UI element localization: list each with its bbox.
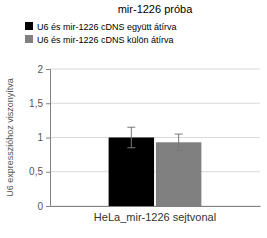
x-axis: HeLa_mir-1226 sejtvonal: [51, 206, 261, 223]
grid: [50, 69, 260, 206]
y-tick: 1,5: [29, 98, 50, 109]
y-tick-label: 1: [37, 132, 43, 143]
x-axis-line: [51, 206, 261, 207]
error-bar-cap: [175, 134, 183, 135]
grid-line: [50, 103, 260, 104]
x-tick-label: HeLa_mir-1226 sejtvonal: [94, 211, 216, 223]
legend-label: U6 és mir-1226 cDNS külön átírva: [37, 35, 174, 45]
grid-line: [50, 206, 260, 207]
bar: [109, 138, 154, 207]
error-bar-cap: [127, 147, 135, 148]
y-tick-mark: [46, 103, 50, 104]
plot: 0 0,5 1 1,5 2 HeLa_mir-1226 sejtvonal: [29, 64, 260, 223]
legend: U6 és mir-1226 cDNS együtt átírva U6 és m…: [25, 22, 177, 45]
error-bar: [175, 134, 183, 150]
y-tick-mark: [46, 172, 50, 173]
y-tick-mark: [46, 69, 50, 70]
legend-swatch: [25, 22, 33, 30]
y-axis-title: U6 expresszióhoz viszonyítva: [5, 78, 15, 197]
error-bar: [127, 127, 135, 148]
legend-label: U6 és mir-1226 cDNS együtt átírva: [37, 22, 177, 32]
y-tick-label: 2: [37, 64, 43, 75]
x-tick: HeLa_mir-1226 sejtvonal: [94, 206, 216, 223]
y-tick: 2: [37, 64, 50, 75]
bar: [156, 142, 201, 206]
y-tick: 0: [37, 201, 50, 212]
y-tick: 0,5: [29, 166, 50, 177]
grid-line: [50, 137, 260, 138]
y-axis: 0 0,5 1 1,5 2: [29, 64, 50, 212]
bars: [109, 127, 202, 206]
error-bar-cap: [127, 127, 135, 128]
y-tick-label: 0: [37, 201, 43, 212]
title: mir-1226 próba: [118, 3, 193, 15]
grid-line: [50, 69, 260, 70]
y-tick-label: 0,5: [29, 166, 43, 177]
error-bar-cap: [175, 150, 183, 151]
y-tick-mark: [46, 206, 50, 207]
grid-line: [50, 171, 260, 172]
y-tick-mark: [46, 138, 50, 139]
legend-swatch: [25, 35, 33, 43]
error-bar-stem: [131, 127, 132, 148]
y-axis-line: [46, 70, 51, 207]
y-tick-label: 1,5: [29, 98, 43, 109]
y-tick: 1: [37, 132, 50, 143]
chart: 0 0,5 1 1,5 2 HeLa_mir-1226 sejtvonal mir-1226…: [0, 0, 267, 238]
error-bar-stem: [178, 134, 179, 150]
